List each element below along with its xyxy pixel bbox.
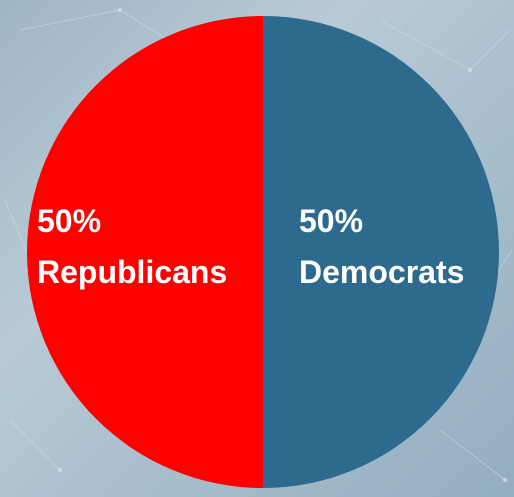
pie-slice-democrats <box>263 16 499 488</box>
pie-slice-category-label: Republicans <box>37 254 227 290</box>
pie-slice-value-label: 50% <box>299 203 363 239</box>
pie-slices <box>27 16 499 488</box>
pie-slice-value-label: 50% <box>37 203 101 239</box>
pie-slice-category-label: Democrats <box>299 254 464 290</box>
pie-slice-republicans <box>27 16 263 488</box>
pie-labels: 50% Democrats 50% Republicans <box>37 203 464 290</box>
